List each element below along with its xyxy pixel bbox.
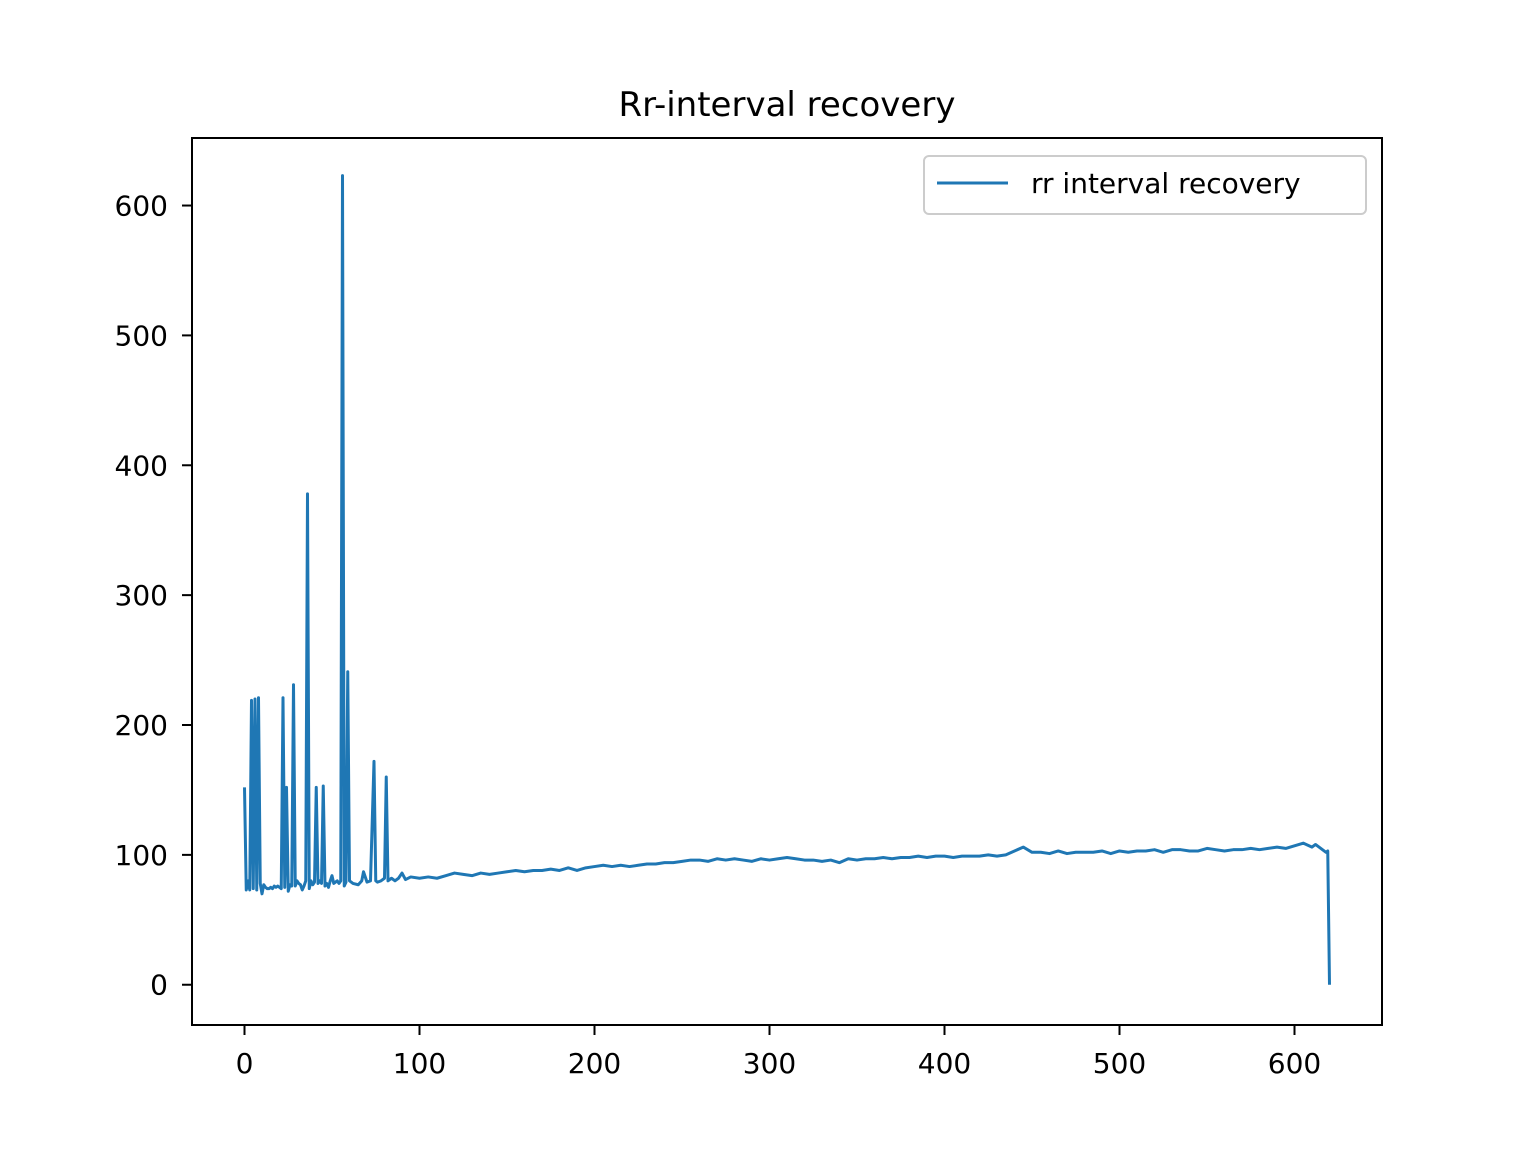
x-tick-label: 300 (743, 1047, 796, 1080)
y-tick-label: 200 (115, 709, 168, 742)
series-line-rr-interval-recovery (243, 174, 1331, 985)
y-tick-label: 0 (150, 969, 168, 1002)
series-layer (243, 174, 1331, 985)
legend-box (923, 155, 1367, 215)
legend-label: rr interval recovery (1031, 167, 1301, 200)
legend: rr interval recovery (923, 155, 1367, 215)
x-tick-label: 400 (918, 1047, 971, 1080)
y-tick-label: 500 (115, 319, 168, 352)
y-tick-label: 600 (115, 190, 168, 223)
x-tick-label: 0 (236, 1047, 254, 1080)
x-tick-label: 600 (1268, 1047, 1321, 1080)
x-tick-label: 500 (1093, 1047, 1146, 1080)
plot-frame (191, 137, 1383, 1026)
y-axis: 0 100 200 300 400 500 600 (115, 190, 192, 1002)
y-tick-label: 400 (115, 449, 168, 482)
x-axis: 0 100 200 300 400 500 600 (236, 1025, 1321, 1080)
y-tick-label: 100 (115, 839, 168, 872)
x-tick-label: 100 (393, 1047, 446, 1080)
x-tick-label: 200 (568, 1047, 621, 1080)
y-tick-label: 300 (115, 579, 168, 612)
chart-title: Rr-interval recovery (619, 85, 956, 125)
